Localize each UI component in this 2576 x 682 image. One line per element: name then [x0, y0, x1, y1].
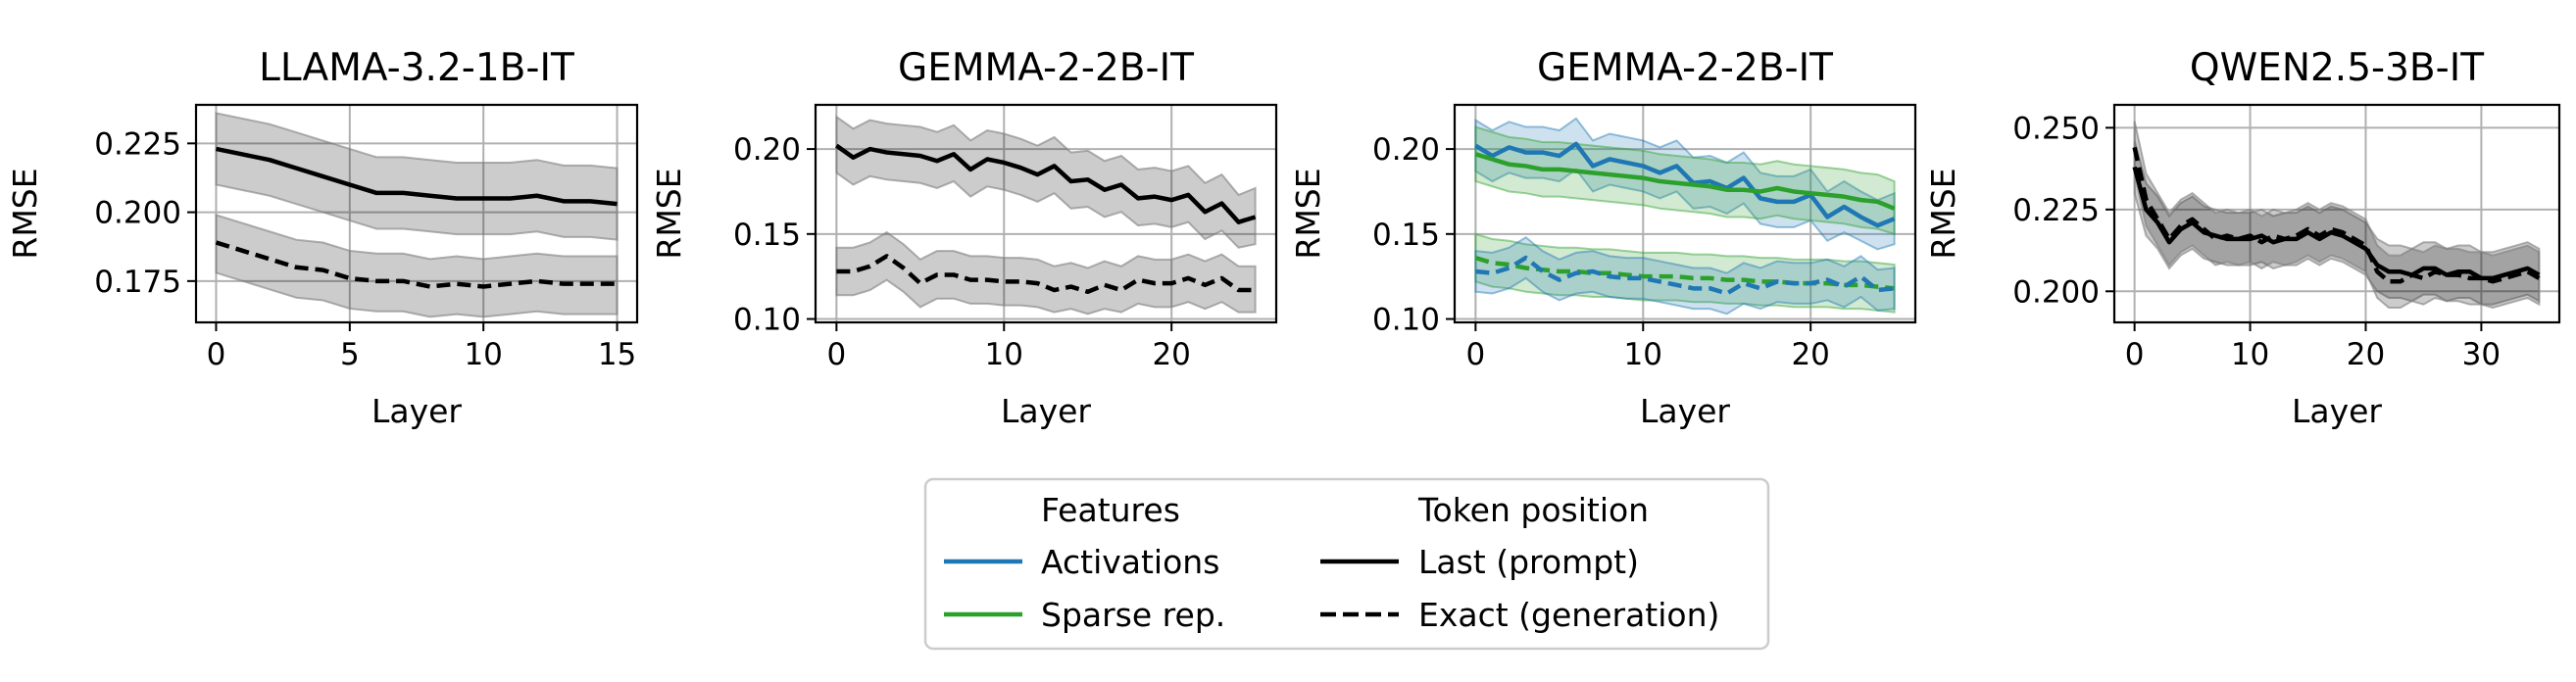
x-axis-label: Layer: [1001, 392, 1091, 430]
legend: Features Token position Activations Spar…: [923, 477, 1770, 651]
y-tick-label: 0.200: [94, 196, 181, 231]
y-tick-label: 0.225: [94, 126, 181, 162]
line-exact: [215, 240, 618, 289]
line-last: [835, 143, 1257, 224]
line-exact: [836, 254, 1256, 295]
x-tick-label: 20: [1152, 337, 1190, 372]
panel-title: GEMMA-2-2B-IT: [1537, 46, 1833, 90]
panel-title: LLAMA-3.2-1B-IT: [259, 46, 574, 90]
y-tick-label: 0.200: [2012, 274, 2100, 310]
y-tick-label: 0.15: [733, 218, 801, 253]
panels: 0 5 10 150.1750.2000.225LLAMA-3.2-1B-ITLaye…: [6, 46, 2561, 430]
x-tick-label: 10: [1624, 337, 1662, 372]
y-axis-label: RMSE: [650, 168, 688, 259]
axes-frame: [194, 103, 639, 324]
band-exact: [2133, 121, 2541, 310]
band-exact: [835, 230, 1257, 316]
legend-sparse-label: Sparse rep.: [1041, 596, 1225, 634]
band-sparse-last: [1474, 125, 1896, 236]
line-exact: [2132, 146, 2541, 284]
legend-frame: [923, 477, 1770, 651]
axes-frame: [1453, 103, 1917, 324]
x-tick-label: 5: [340, 337, 360, 372]
band-last: [215, 112, 619, 241]
line-sparse-exact: [1474, 255, 1895, 291]
x-tick-label: 0: [826, 337, 846, 372]
y-axis-label: RMSE: [1924, 168, 1962, 259]
legend-position-title: Token position: [1417, 491, 1649, 529]
line-last: [2132, 166, 2541, 281]
x-tick-label: 15: [598, 337, 636, 372]
panel-title: QWEN2.5-3B-IT: [2190, 46, 2484, 90]
panel-4: 0 10 20 30 0.200 0.225 0.250 QWEN2.5-3B-IT Layer…: [1924, 46, 2561, 430]
legend-features-title: Features: [1041, 491, 1180, 529]
x-tick-label: 10: [985, 337, 1023, 372]
x-axis-label: Layer: [1640, 392, 1730, 430]
x-tick-label: 30: [2462, 337, 2501, 372]
x-tick-label: 0: [1465, 337, 1485, 372]
line-sparse-last: [1474, 152, 1896, 211]
x-tick-label: 10: [2231, 337, 2269, 372]
x-tick-label: 0: [207, 337, 226, 372]
x-axis-label: Layer: [372, 392, 462, 430]
band-sparse-exact: [1474, 232, 1896, 314]
panel-title: GEMMA-2-2B-IT: [898, 46, 1194, 90]
panel-1: 0 5 10 15 0.175 0.200 0.225 LLAMA-3.2-1B-IT Laye…: [6, 46, 639, 430]
y-tick-label: 0.20: [1372, 132, 1440, 168]
y-tick-label: 0.225: [2012, 193, 2100, 228]
line-activations-last: [1474, 141, 1896, 228]
y-tick-label: 0.15: [1372, 218, 1440, 253]
band-exact: [215, 214, 619, 318]
x-tick-label: 0: [2125, 337, 2145, 372]
x-axis-label: Layer: [2292, 392, 2382, 430]
legend-exact-label: Exact (generation): [1418, 596, 1719, 634]
line-last: [216, 146, 618, 207]
axes-frame: [814, 103, 1278, 324]
y-axis-label: RMSE: [6, 168, 44, 259]
y-tick-label: 0.20: [733, 132, 801, 168]
y-tick-label: 0.250: [2012, 111, 2100, 146]
panel-2: 0 10 20 0.10 0.15 0.20 GEMMA-2-2B-IT Layer RMSE: [650, 46, 1278, 430]
y-tick-label: 0.175: [94, 265, 181, 300]
band-last: [835, 115, 1257, 249]
y-tick-label: 0.10: [733, 303, 801, 338]
x-tick-label: 20: [1791, 337, 1829, 372]
legend-last-label: Last (prompt): [1418, 543, 1639, 581]
y-tick-label: 0.10: [1372, 303, 1440, 338]
panel-3: 0 10 20 0.10 0.15 0.20 GEMMA-2-2B-IT Layer RMSE: [1289, 46, 1917, 430]
axes-frame: [2112, 103, 2561, 324]
x-tick-label: 20: [2347, 337, 2385, 372]
legend-activations-label: Activations: [1041, 543, 1219, 581]
x-tick-label: 10: [464, 337, 502, 372]
y-axis-label: RMSE: [1289, 168, 1327, 259]
